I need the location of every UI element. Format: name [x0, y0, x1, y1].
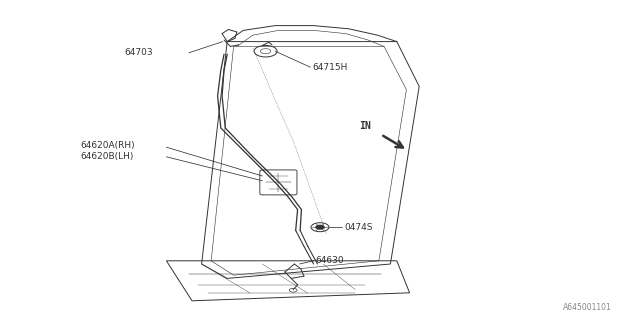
Text: 0474S: 0474S	[344, 223, 373, 232]
Text: 64703: 64703	[125, 48, 154, 57]
Circle shape	[289, 288, 297, 292]
Text: IN: IN	[360, 121, 371, 131]
Text: 64620B(LH): 64620B(LH)	[80, 152, 133, 161]
Circle shape	[316, 225, 324, 229]
Text: 64620A(RH): 64620A(RH)	[80, 141, 134, 150]
Circle shape	[311, 223, 329, 232]
Text: 64630: 64630	[316, 256, 344, 265]
Text: A645001101: A645001101	[563, 303, 612, 312]
Text: 64715H: 64715H	[312, 63, 348, 72]
